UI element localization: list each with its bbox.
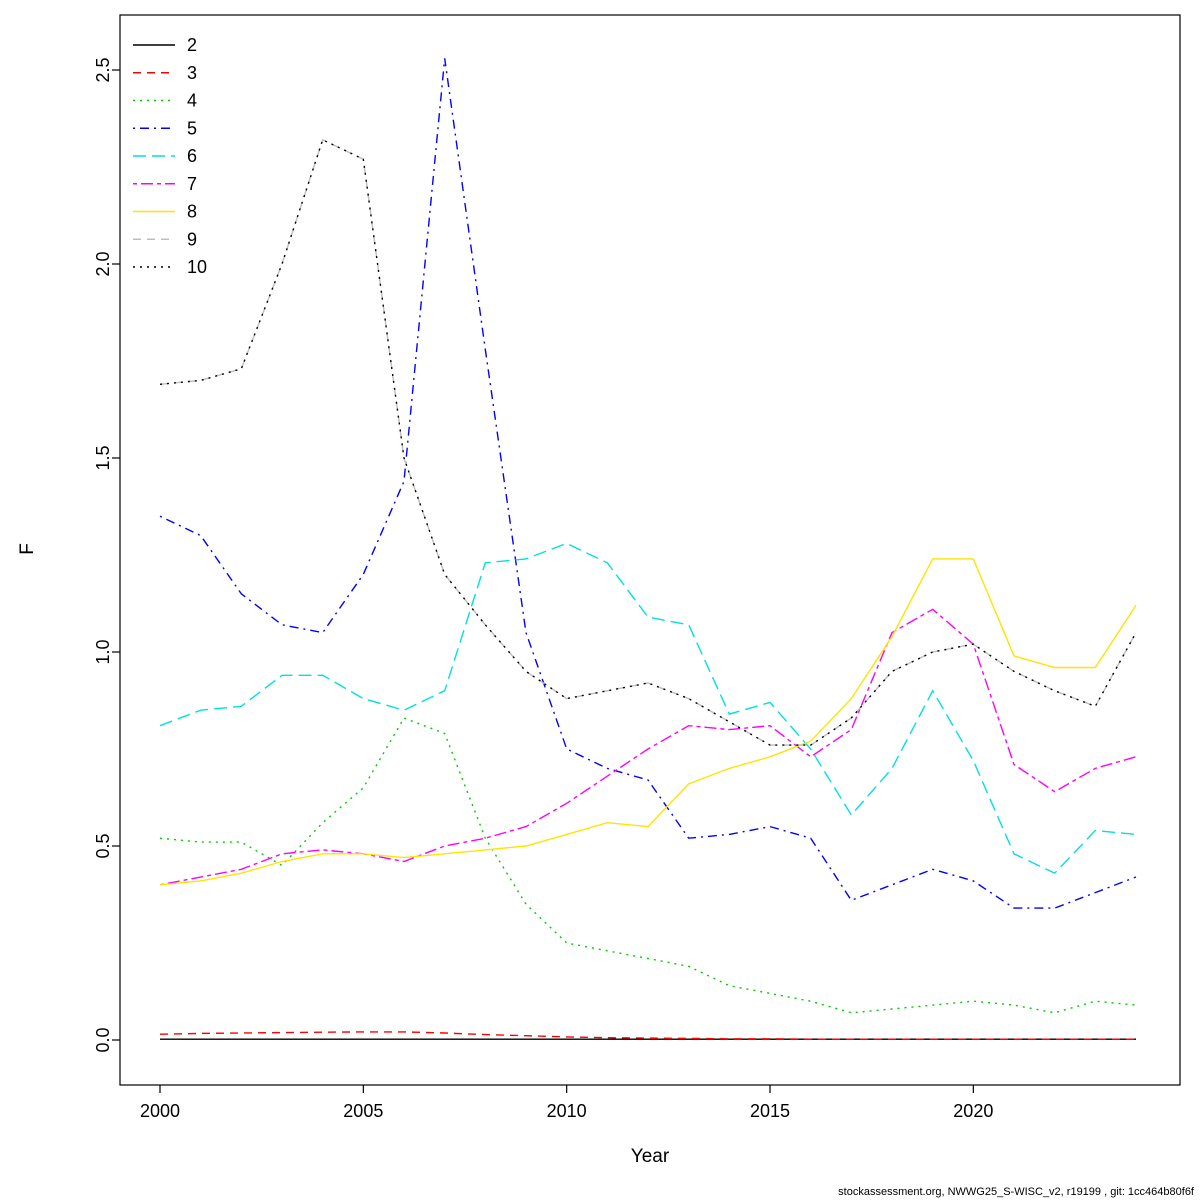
legend-label-age-8: 8 [187,202,197,222]
series-line-age-8 [159,558,1137,886]
series-line-age-10 [159,138,1137,746]
series-line-age-4 [159,717,1137,1014]
legend-label-age-6: 6 [187,146,197,166]
legend-label-age-3: 3 [187,63,197,83]
plot-border [119,14,1181,1086]
x-tick-label: 2020 [953,1101,993,1121]
y-tick-label: 2.5 [93,57,113,82]
legend-label-age-2: 2 [187,35,197,55]
legend-label-age-7: 7 [187,174,197,194]
series-line-age-9 [159,138,1137,746]
y-axis-label: F [16,543,38,555]
x-tick-label: 2005 [343,1101,383,1121]
legend-label-age-10: 10 [187,257,207,277]
series-line-age-3 [159,1031,1136,1040]
series-line-age-7 [159,608,1137,886]
series-line-age-5 [159,58,1137,909]
y-tick-label: 1.0 [93,639,113,664]
x-axis-label: Year [630,1146,670,1167]
x-tick-label: 2010 [547,1101,587,1121]
y-tick-label: 2.0 [93,251,113,276]
legend-label-age-5: 5 [187,118,197,138]
x-tick-label: 2015 [750,1101,790,1121]
footer-citation: stockassessment.org, NWWG25_S-WISC_v2, r… [838,1186,1194,1198]
y-tick-label: 0.0 [93,1027,113,1052]
y-tick-label: 0.5 [93,833,113,858]
series-line-age-6 [159,542,1137,875]
y-tick-label: 1.5 [93,445,113,470]
legend-label-age-9: 9 [187,229,197,249]
legend-label-age-4: 4 [187,91,197,111]
x-tick-label: 2000 [140,1101,180,1121]
